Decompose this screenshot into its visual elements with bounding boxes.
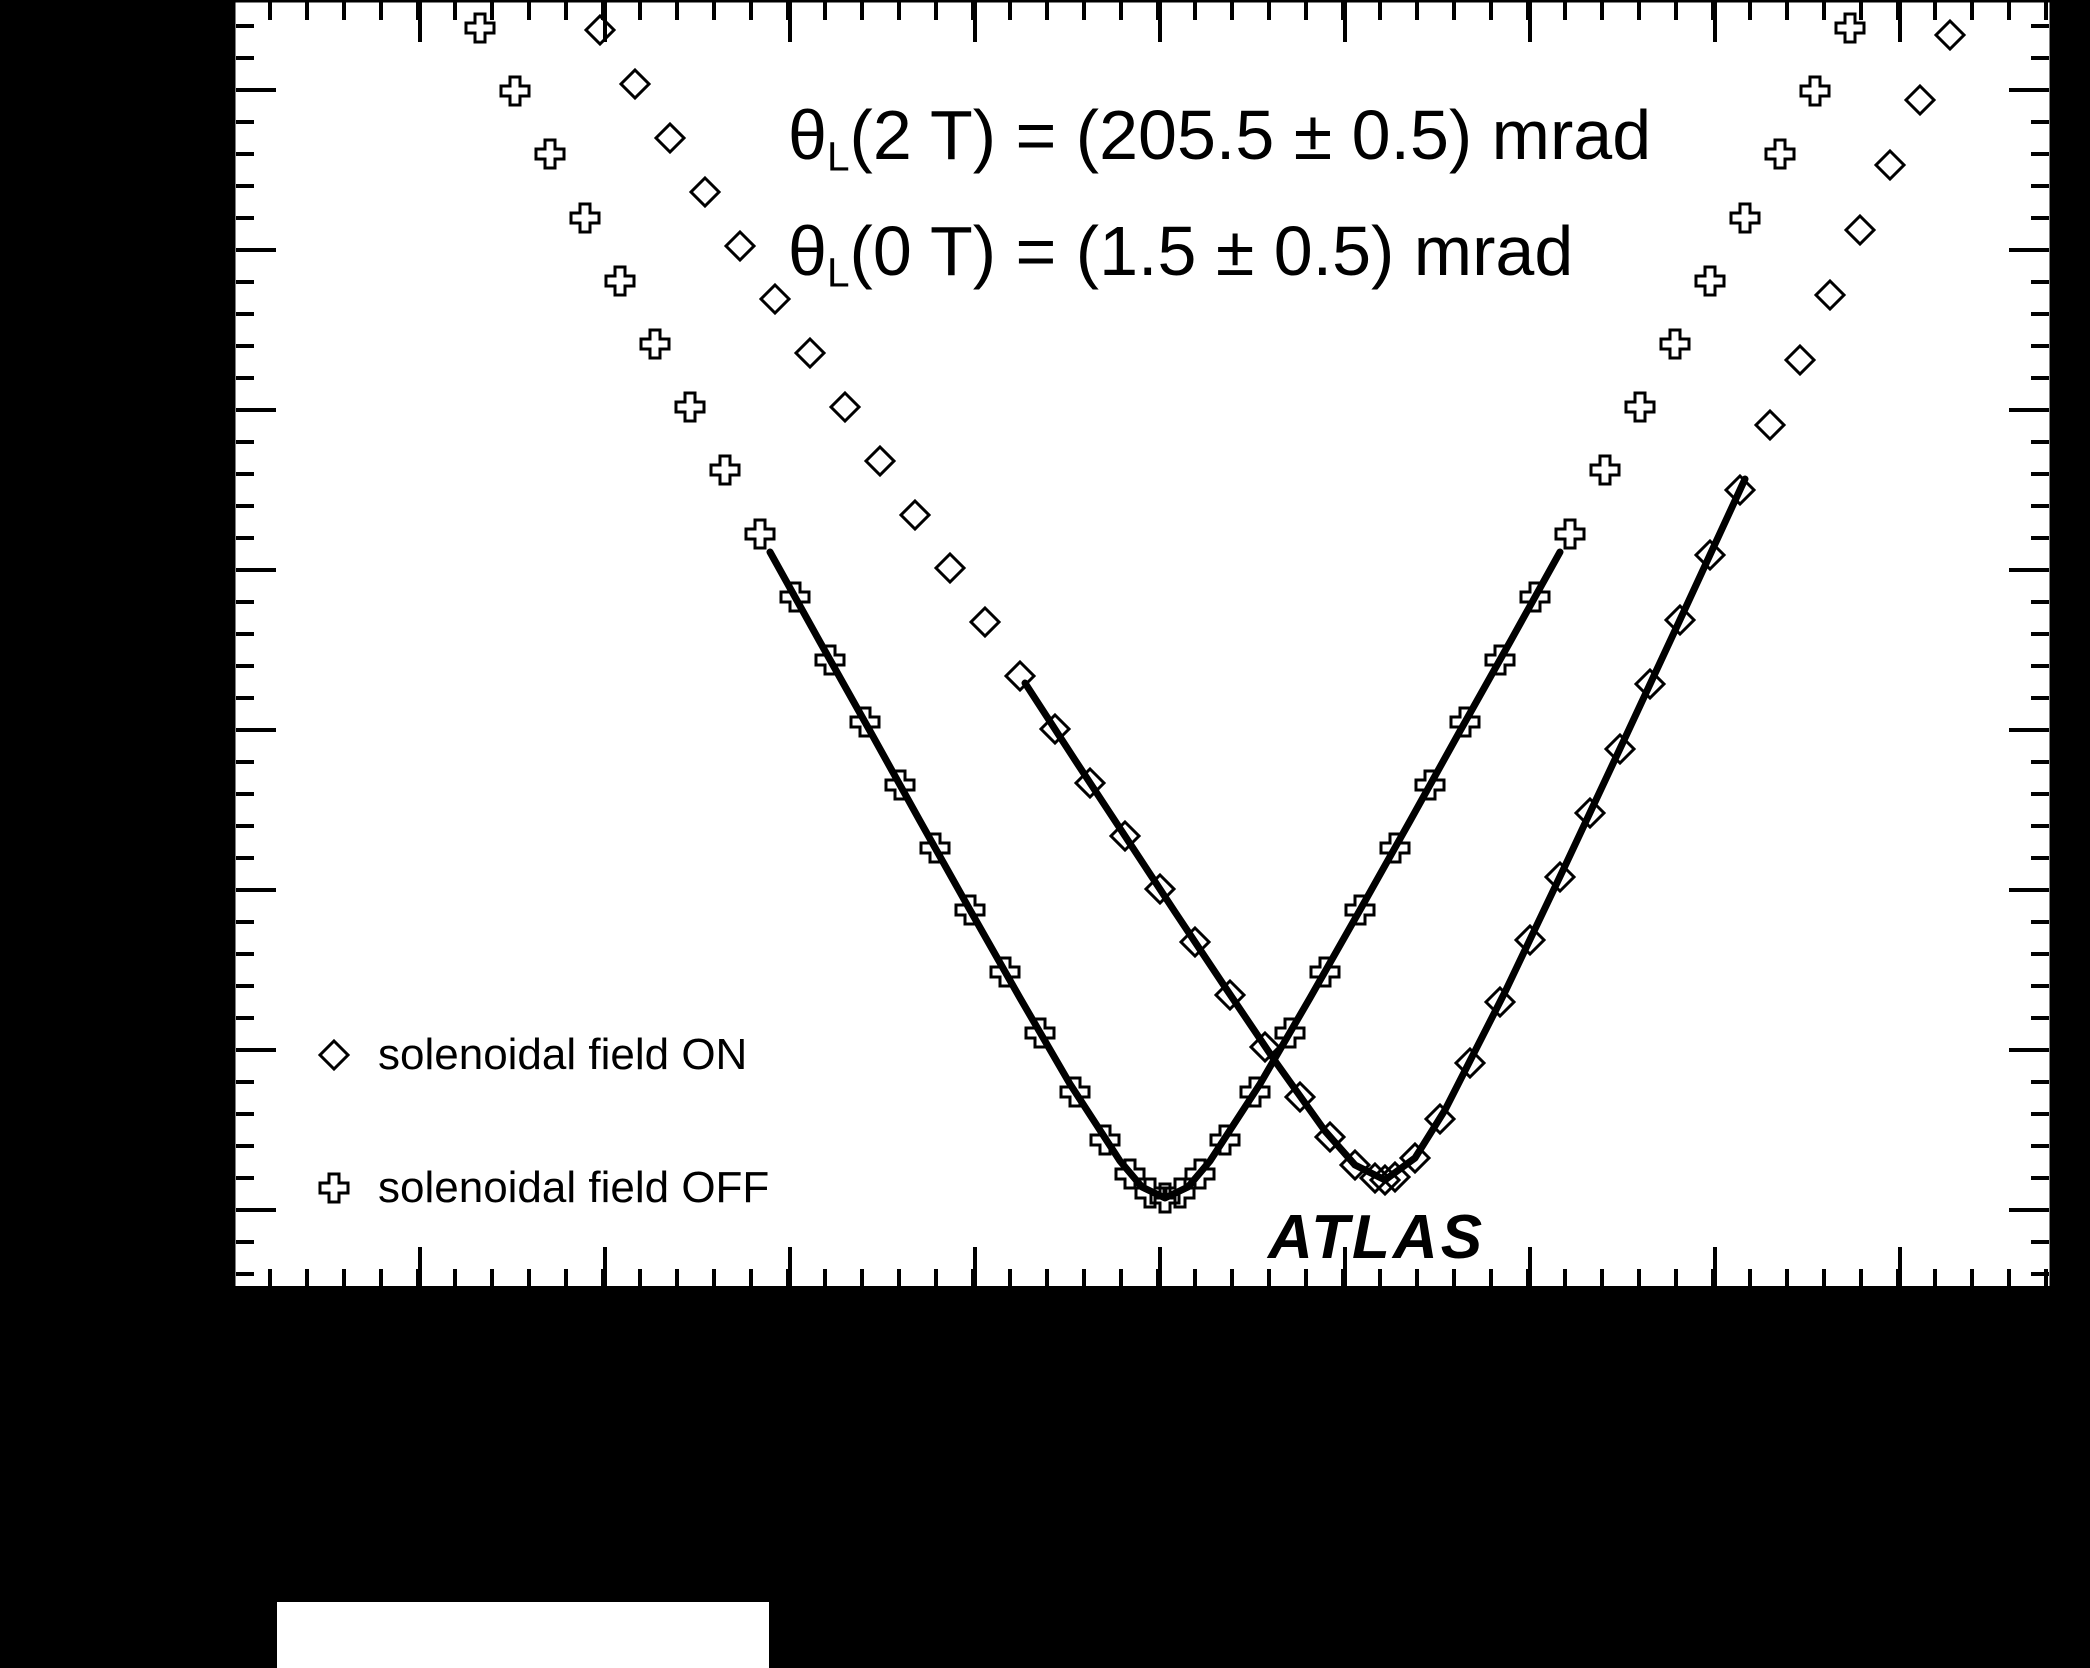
cross-marker-icon: [318, 1172, 350, 1204]
diamond-marker-icon: [317, 1038, 351, 1072]
legend-label-field-off: solenoidal field OFF: [378, 1163, 770, 1212]
atlas-watermark: ATLAS: [1268, 1203, 1486, 1272]
annotation-theta: θ: [788, 212, 827, 290]
annotation-theta: θ: [788, 96, 827, 174]
axis-ticks: [236, 2, 2049, 1287]
annotation-value: (2 T) = (205.5 ± 0.5) mrad: [849, 96, 1652, 174]
annotation-value: (0 T) = (1.5 ± 0.5) mrad: [849, 212, 1574, 290]
series-1-markers: [464, 12, 1866, 1214]
plot-frame: [230, 0, 2055, 1295]
legend-item-field-on: solenoidal field ON: [312, 1030, 747, 1080]
series-0-markers: [583, 13, 1967, 1197]
legend-label-field-on: solenoidal field ON: [378, 1030, 748, 1079]
legend-item-field-off: solenoidal field OFF: [312, 1163, 769, 1213]
lorentz-angle-2T-annotation: θL(2 T) = (205.5 ± 0.5) mrad: [788, 100, 1651, 177]
bottom-white-box: [277, 1602, 769, 1668]
annotation-subscript: L: [826, 249, 850, 296]
lorentz-angle-0T-annotation: θL(0 T) = (1.5 ± 0.5) mrad: [788, 216, 1573, 293]
annotation-subscript: L: [826, 133, 850, 180]
